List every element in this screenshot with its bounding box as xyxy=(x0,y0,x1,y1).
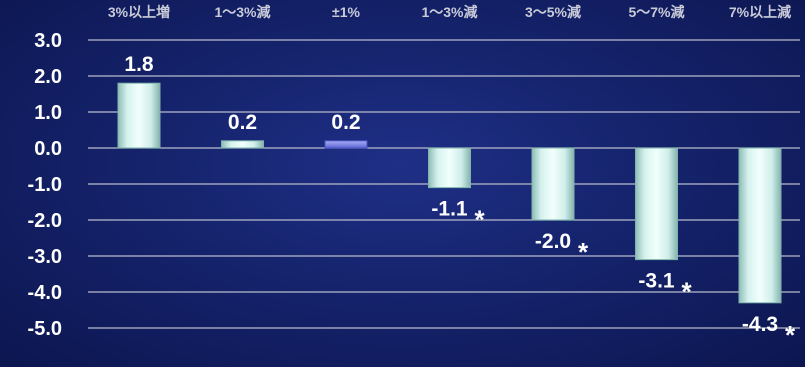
bar xyxy=(221,140,264,149)
x-category-label: 5～7%減 xyxy=(628,4,684,20)
data-label: -3.1 xyxy=(638,270,675,293)
bar xyxy=(531,147,575,221)
y-tick-label: -3.0 xyxy=(28,246,62,268)
data-label: 1.8 xyxy=(124,53,154,76)
y-axis-ticks: 3.0 2.0 1.0 0.0 -1.0 -2.0 -3.0 -4.0 -5.0 xyxy=(28,30,62,340)
significance-marker: * xyxy=(681,277,692,307)
x-category-label: 7%以上減 xyxy=(729,4,791,20)
data-label: 0.2 xyxy=(331,111,360,134)
bar xyxy=(738,147,782,304)
y-tick-label: 3.0 xyxy=(34,30,62,52)
significance-marker: * xyxy=(578,237,589,267)
bar xyxy=(635,147,678,261)
x-category-label: 3%以上増 xyxy=(108,4,170,20)
y-tick-label: -5.0 xyxy=(28,318,62,340)
bars xyxy=(117,82,782,304)
data-label: -1.1 xyxy=(431,198,468,221)
y-tick-label: -1.0 xyxy=(28,174,62,196)
data-label: 0.2 xyxy=(228,111,257,134)
x-axis-categories: 3%以上増 1～3%減 ±1% 1～3%減 3～5%減 5～7%減 7%以上減 xyxy=(108,4,791,20)
bar xyxy=(324,140,368,149)
data-label: -2.0 xyxy=(535,230,571,253)
y-tick-label: 1.0 xyxy=(34,102,62,124)
y-tick-label: 0.0 xyxy=(34,138,62,160)
data-labels: 1.8 0.2 0.2 -1.1 * -2.0 * -3.1 * -4.3 * xyxy=(124,53,796,350)
x-category-label: 1～3%減 xyxy=(421,4,477,20)
y-tick-label: 2.0 xyxy=(34,66,62,88)
y-tick-label: -2.0 xyxy=(28,210,62,232)
bar xyxy=(428,147,471,189)
data-label: -4.3 xyxy=(742,313,778,336)
bar xyxy=(117,82,161,149)
x-category-label: 3～5%減 xyxy=(525,4,581,20)
x-category-label: 1～3%減 xyxy=(214,4,270,20)
significance-marker: * xyxy=(474,205,485,235)
significance-marker: * xyxy=(785,320,796,350)
y-tick-label: -4.0 xyxy=(28,282,62,304)
x-category-label: ±1% xyxy=(332,4,360,20)
